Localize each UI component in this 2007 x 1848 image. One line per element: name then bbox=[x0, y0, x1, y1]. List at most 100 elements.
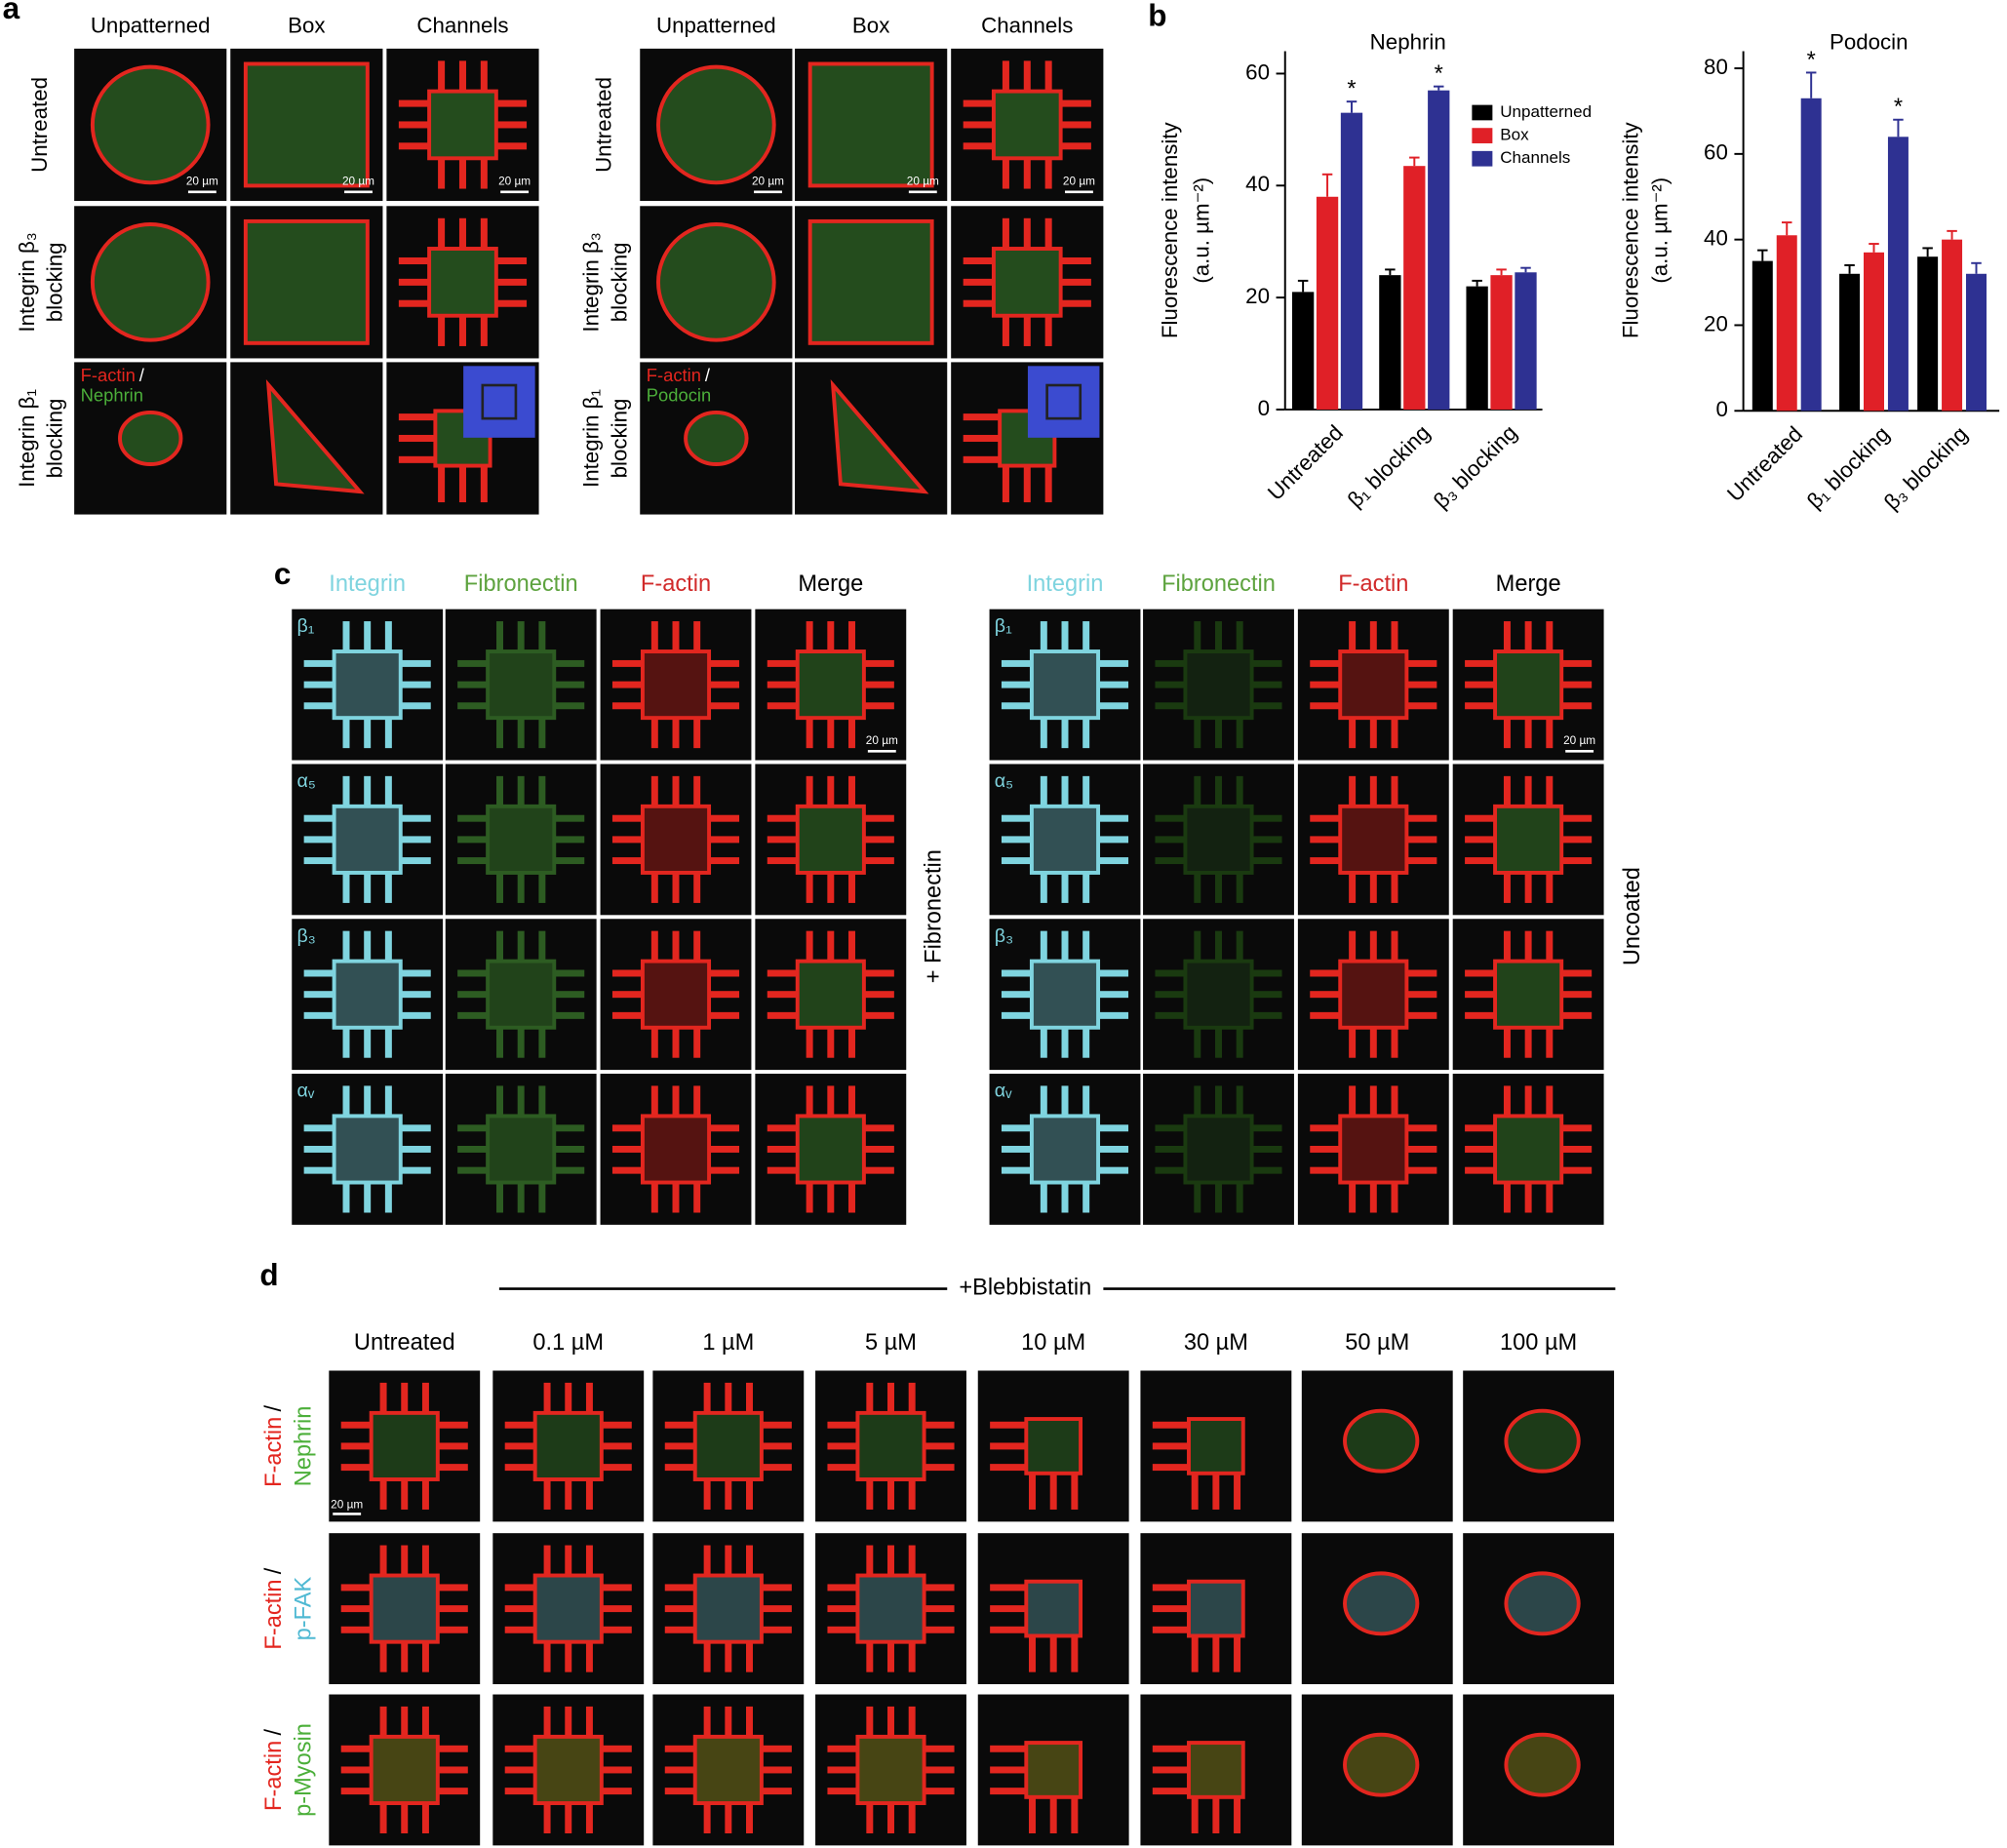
channel bbox=[672, 872, 680, 903]
channel bbox=[848, 775, 855, 806]
channel bbox=[480, 465, 488, 503]
channel bbox=[990, 1766, 1027, 1774]
channel bbox=[495, 142, 528, 150]
channel bbox=[1098, 969, 1129, 977]
channel bbox=[1023, 60, 1031, 92]
scale-bar-label: 20 µm bbox=[752, 174, 784, 187]
channel bbox=[1369, 1182, 1377, 1213]
channel bbox=[963, 413, 1001, 421]
channel bbox=[1152, 1421, 1189, 1429]
channel bbox=[398, 434, 436, 442]
channel bbox=[398, 121, 430, 129]
stain-name: F-actin bbox=[261, 1417, 287, 1487]
channel bbox=[364, 1182, 372, 1213]
channel bbox=[342, 621, 350, 652]
row-label: Untreated bbox=[27, 77, 52, 173]
channel bbox=[398, 455, 436, 463]
channel bbox=[457, 1011, 489, 1019]
y-axis-label: Fluorescence intensity bbox=[1158, 121, 1182, 338]
channel bbox=[1071, 1473, 1079, 1510]
channel bbox=[517, 872, 525, 903]
channel bbox=[504, 1605, 535, 1613]
channel bbox=[1251, 1166, 1282, 1174]
cell-shape bbox=[369, 1410, 440, 1481]
cell-shape bbox=[1338, 649, 1409, 721]
channel bbox=[421, 1382, 429, 1413]
channel bbox=[1236, 621, 1243, 652]
x-tick-label: β₁ blocking bbox=[1343, 420, 1435, 512]
channel bbox=[908, 1478, 916, 1510]
channel bbox=[1546, 1027, 1554, 1058]
channel bbox=[1155, 1145, 1186, 1153]
micrograph bbox=[1301, 1370, 1453, 1522]
channel bbox=[495, 99, 528, 107]
channel bbox=[746, 1545, 753, 1576]
channel bbox=[504, 1584, 535, 1592]
channel bbox=[543, 1641, 551, 1672]
channel bbox=[1152, 1788, 1189, 1795]
channel bbox=[1561, 659, 1593, 667]
channel bbox=[1349, 775, 1357, 806]
cell-shape bbox=[332, 1114, 403, 1185]
channel bbox=[601, 1442, 632, 1450]
channel bbox=[457, 659, 489, 667]
channel bbox=[611, 969, 643, 977]
channel bbox=[1391, 1182, 1398, 1213]
stain-separator: / bbox=[705, 365, 711, 385]
channel bbox=[1155, 1011, 1186, 1019]
channel bbox=[1406, 836, 1437, 844]
channel bbox=[1061, 1085, 1069, 1117]
channel bbox=[543, 1803, 551, 1833]
channel bbox=[1546, 872, 1554, 903]
channel bbox=[1503, 930, 1511, 962]
channel bbox=[1251, 1011, 1282, 1019]
row-label: p-FAK bbox=[292, 1577, 317, 1641]
cell-shape bbox=[807, 218, 934, 345]
channel bbox=[601, 1626, 632, 1633]
channel bbox=[709, 681, 740, 688]
channel bbox=[457, 1124, 489, 1132]
channel bbox=[364, 1027, 372, 1058]
channel bbox=[1524, 1027, 1532, 1058]
channel bbox=[495, 299, 528, 307]
cell-shape bbox=[243, 61, 370, 188]
channel bbox=[1524, 1182, 1532, 1213]
micrograph bbox=[640, 362, 793, 515]
channel bbox=[1060, 278, 1091, 286]
channel bbox=[1406, 814, 1437, 822]
channel bbox=[457, 702, 489, 710]
channel bbox=[806, 718, 813, 749]
channel bbox=[924, 1442, 955, 1450]
channel bbox=[887, 1545, 894, 1576]
channel bbox=[585, 1803, 593, 1833]
channel bbox=[1098, 857, 1129, 865]
channel bbox=[1155, 1124, 1186, 1132]
channel bbox=[342, 1182, 350, 1213]
channel bbox=[664, 1584, 695, 1592]
channel bbox=[709, 814, 740, 822]
channel bbox=[611, 659, 643, 667]
significance-mark: * bbox=[1894, 95, 1903, 120]
channel bbox=[767, 969, 798, 977]
channel bbox=[693, 775, 701, 806]
channel bbox=[746, 1641, 753, 1672]
row-label: Integrin β₃ bbox=[15, 232, 39, 332]
row-label: Nephrin bbox=[292, 1406, 317, 1487]
channel bbox=[1002, 315, 1009, 346]
channel bbox=[1049, 1796, 1057, 1833]
channel bbox=[650, 1085, 658, 1117]
channel bbox=[1098, 1124, 1129, 1132]
channel bbox=[863, 1166, 894, 1174]
channel bbox=[1061, 872, 1069, 903]
significance-mark: * bbox=[1807, 48, 1816, 73]
row-label: β₃ bbox=[297, 925, 316, 947]
channel bbox=[827, 1788, 858, 1795]
channel bbox=[1310, 857, 1341, 865]
channel bbox=[1369, 1085, 1377, 1117]
channel bbox=[650, 1027, 658, 1058]
y-tick-label: 20 bbox=[1245, 284, 1270, 308]
channel bbox=[1236, 872, 1243, 903]
channel bbox=[806, 1085, 813, 1117]
column-header: Unpatterned bbox=[656, 13, 776, 37]
channel bbox=[1503, 1027, 1511, 1058]
